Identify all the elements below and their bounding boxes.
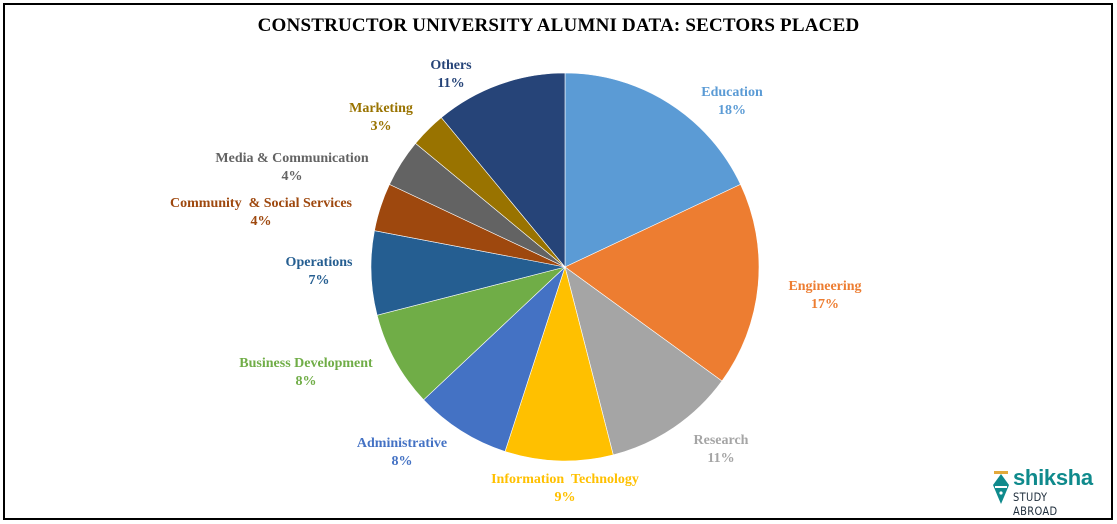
data-label-category: Administrative xyxy=(356,436,448,451)
data-label-media-communication: Media & Communication 4% xyxy=(215,150,368,186)
data-label-percent: 3% xyxy=(370,119,392,134)
data-label-category: Information Technology xyxy=(491,472,639,487)
data-label-percent: 8% xyxy=(391,454,413,469)
data-label-category: Others xyxy=(430,58,472,73)
pen-nib-icon xyxy=(993,471,1009,504)
data-label-category: Community & Social Services xyxy=(170,196,352,211)
pie-slice-administrative xyxy=(423,266,566,452)
chart-title: CONSTRUCTOR UNIVERSITY ALUMNI DATA: SECT… xyxy=(257,15,860,36)
data-label-percent: 11% xyxy=(437,76,465,91)
data-label-category: Business Development xyxy=(239,356,373,371)
data-label-percent: 8% xyxy=(295,374,317,389)
data-label-operations: Operations 7% xyxy=(286,254,353,290)
data-label-percent: 9% xyxy=(554,490,576,505)
data-label-category: Marketing xyxy=(349,101,413,116)
data-label-community-social-services: Community & Social Services 4% xyxy=(170,195,352,231)
data-label-category: Engineering xyxy=(788,279,862,294)
shiksha-logo: shiksha STUDY ABROAD xyxy=(991,465,1101,518)
data-label-percent: 11% xyxy=(707,451,735,466)
data-label-marketing: Marketing 3% xyxy=(349,100,413,136)
data-label-percent: 4% xyxy=(281,169,303,184)
logo-tagline: STUDY ABROAD xyxy=(1013,490,1058,518)
pie-slice-engineering xyxy=(564,184,760,382)
data-label-category: Media & Communication xyxy=(215,151,369,166)
data-label-business-development: Business Development 8% xyxy=(239,355,372,391)
data-label-category: Education xyxy=(701,85,763,100)
pie-slice-others xyxy=(440,72,566,268)
data-label-information-technology: Information Technology 9% xyxy=(491,471,639,507)
data-label-percent: 18% xyxy=(718,103,746,118)
data-label-category: Research xyxy=(693,433,749,448)
pie-slice-information-technology xyxy=(504,265,614,462)
data-label-percent: 4% xyxy=(250,214,272,229)
data-label-administrative: Administrative 8% xyxy=(357,435,447,471)
pie-slice-education xyxy=(564,72,741,268)
data-label-research: Research 11% xyxy=(694,432,749,468)
data-label-engineering: Engineering 17% xyxy=(788,278,861,314)
data-label-category: Operations xyxy=(285,255,353,270)
data-label-education: Education 18% xyxy=(701,84,762,120)
pie-slice-business-development xyxy=(376,266,566,401)
logo-brand-text: shiksha xyxy=(1013,465,1093,490)
data-label-percent: 17% xyxy=(811,297,839,312)
data-label-others: Others 11% xyxy=(430,57,471,93)
pie-slice-research xyxy=(564,266,723,456)
data-label-percent: 7% xyxy=(308,273,330,288)
